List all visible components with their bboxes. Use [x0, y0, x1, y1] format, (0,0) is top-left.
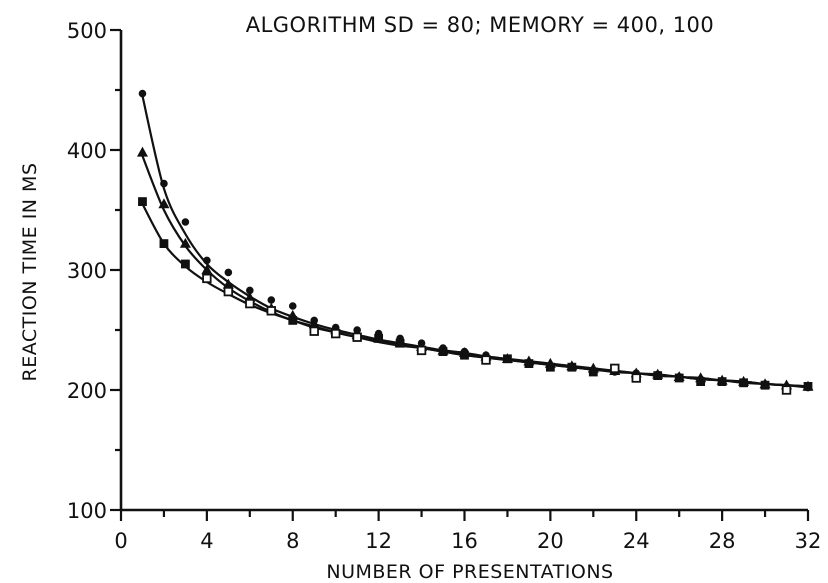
data-point-square: [223, 286, 234, 297]
data-point-square: [352, 332, 362, 342]
fit-curve-triangle: [141, 155, 809, 389]
fit-curve-square: [141, 203, 809, 388]
data-point-square: [503, 354, 512, 364]
data-point-square: [696, 377, 706, 386]
data-point-square: [245, 298, 255, 309]
data-point-dot: [288, 302, 297, 310]
data-point-square: [545, 362, 555, 372]
data-markers: [136, 89, 814, 395]
fit-curve-dot: [141, 95, 809, 388]
data-point-dot: [224, 268, 233, 277]
data-point-square: [524, 359, 534, 368]
fit-curves: [141, 95, 809, 389]
data-point-square: [309, 326, 319, 336]
data-point-square: [266, 306, 276, 316]
axes: 0 4 8 12 16 20 24 28 32 100 200 300 400 500: [67, 19, 821, 553]
data-point-square: [138, 197, 147, 207]
data-point-square: [610, 363, 620, 374]
y-tick-label-300: 300: [67, 259, 107, 283]
y-tick-label-100: 100: [67, 499, 107, 523]
data-point-dot: [203, 256, 211, 265]
data-point-square: [739, 378, 748, 388]
data-point-square: [460, 350, 469, 360]
data-point-square: [481, 355, 491, 365]
x-tick-label-8: 8: [286, 529, 299, 553]
data-point-triangle: [201, 264, 213, 275]
data-point-square: [803, 382, 813, 391]
x-tick-label-24: 24: [623, 529, 650, 553]
data-point-square: [181, 259, 190, 269]
data-point-dot: [181, 218, 190, 226]
data-point-square: [674, 373, 684, 383]
data-point-triangle: [136, 146, 148, 157]
y-tick-label-200: 200: [67, 379, 107, 403]
x-tick-label-4: 4: [200, 529, 213, 553]
data-point-dot: [138, 89, 147, 98]
data-point-square: [631, 373, 641, 383]
data-point-dot: [160, 179, 168, 188]
data-point-square: [438, 347, 448, 356]
data-point-square: [416, 345, 427, 356]
data-point-square: [395, 338, 405, 348]
data-point-triangle: [179, 237, 191, 248]
x-tick-label-0: 0: [114, 529, 127, 553]
x-tick-label-32: 32: [795, 529, 822, 553]
data-point-square: [653, 371, 663, 380]
y-axis-title: REACTION TIME IN MS: [19, 162, 41, 381]
data-point-square: [202, 273, 212, 284]
data-point-dot: [267, 296, 276, 304]
x-tick-label-20: 20: [537, 529, 564, 553]
data-point-square: [159, 239, 169, 249]
x-axis-title: NUMBER OF PRESENTATIONS: [326, 561, 613, 583]
data-point-square: [760, 380, 770, 390]
data-point-square: [567, 362, 577, 372]
data-point-square: [781, 385, 792, 395]
x-tick-label-16: 16: [451, 529, 478, 553]
x-tick-label-28: 28: [709, 529, 736, 553]
data-point-square: [288, 316, 298, 325]
y-tick-label-400: 400: [67, 139, 107, 163]
data-point-square: [330, 328, 341, 339]
data-point-square: [374, 334, 384, 343]
data-point-square: [588, 367, 598, 377]
chart-title: ALGORITHM SD = 80; MEMORY = 400, 100: [246, 13, 715, 37]
x-tick-label-12: 12: [365, 529, 392, 553]
y-tick-label-500: 500: [67, 19, 107, 43]
data-point-square: [717, 377, 727, 386]
data-point-triangle: [158, 198, 170, 209]
